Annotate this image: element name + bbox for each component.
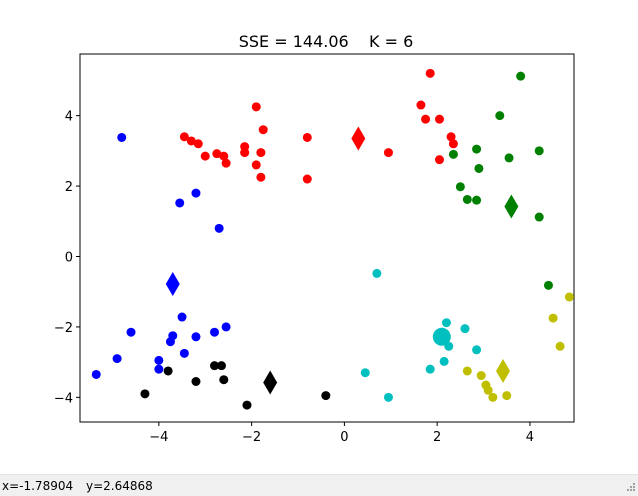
data-point (446, 132, 456, 142)
data-point (200, 151, 210, 161)
data-point (251, 160, 261, 170)
data-point (425, 68, 435, 78)
y-tick-label: 0 (65, 250, 73, 265)
data-point (240, 148, 250, 158)
data-point (564, 292, 574, 302)
data-point (193, 139, 203, 149)
x-tick-label: −4 (149, 430, 168, 445)
cluster-centroid (263, 370, 278, 395)
data-point (117, 132, 127, 142)
data-point (140, 389, 150, 399)
x-tick-label: −2 (242, 430, 261, 445)
data-point (425, 364, 435, 374)
data-point (434, 114, 444, 124)
y-tick-label: −4 (54, 391, 73, 406)
resize-grip-icon[interactable] (624, 482, 636, 494)
data-point (502, 391, 512, 401)
data-point (460, 324, 470, 334)
data-point (455, 182, 465, 192)
cluster-centroids (165, 126, 519, 395)
cursor-y-readout: y=2.64868 (86, 479, 153, 493)
data-point (476, 371, 486, 381)
data-point (439, 356, 449, 366)
data-point (462, 366, 472, 376)
data-point (165, 337, 175, 347)
y-tick-label: 4 (65, 110, 73, 125)
data-point (472, 345, 482, 355)
x-tick-label: 4 (526, 430, 534, 445)
data-point (219, 375, 229, 385)
data-point (112, 354, 122, 364)
data-point (251, 102, 261, 112)
data-point (472, 195, 482, 205)
data-point (372, 268, 382, 278)
data-point (504, 153, 514, 163)
data-point (219, 151, 229, 161)
y-tick-label: 2 (65, 180, 73, 195)
data-point (448, 139, 458, 149)
data-point (534, 212, 544, 222)
data-point (210, 361, 220, 371)
data-point (434, 155, 444, 165)
data-point (154, 364, 164, 374)
data-point (256, 172, 266, 182)
cluster-centroid (165, 271, 180, 296)
data-point (543, 280, 553, 290)
cluster-centroid (504, 194, 519, 219)
axis-ticks: −4 −2 0 2 4 −4 −2 0 2 4 (54, 110, 534, 445)
x-tick-label: 2 (433, 430, 441, 445)
x-tick-label: 0 (340, 430, 348, 445)
status-bar: x=-1.78904 y=2.64868 (0, 474, 638, 496)
data-point (210, 327, 220, 337)
scatter-chart: SSE = 144.06 K = 6 −4 −2 0 2 4 −4 −2 0 2 4 (54, 32, 575, 445)
data-point (163, 366, 173, 376)
data-point (416, 100, 426, 110)
cluster-centroid (432, 327, 451, 346)
data-point (258, 125, 268, 135)
data-point (421, 114, 431, 124)
data-point (495, 111, 505, 121)
data-point (216, 361, 226, 371)
data-point (383, 392, 393, 402)
data-points (91, 68, 574, 410)
data-point (191, 377, 201, 387)
data-point (191, 188, 201, 198)
data-point (321, 391, 331, 401)
data-point (179, 348, 189, 358)
data-point (154, 355, 164, 365)
data-point (472, 144, 482, 154)
data-point (221, 322, 231, 332)
data-point (221, 158, 231, 168)
data-point (516, 71, 526, 81)
data-point (191, 332, 201, 342)
data-point (214, 223, 224, 233)
data-point (462, 194, 472, 204)
data-point (256, 148, 266, 158)
data-point (302, 132, 312, 142)
data-point (212, 149, 222, 159)
data-point (441, 318, 451, 328)
cursor-x-readout: x=-1.78904 (2, 479, 74, 493)
data-point (177, 312, 187, 322)
data-point (383, 148, 393, 158)
data-point (302, 174, 312, 184)
cluster-centroid (496, 358, 511, 383)
y-tick-label: −2 (54, 321, 73, 336)
data-point (483, 385, 493, 395)
chart-title: SSE = 144.06 K = 6 (239, 32, 414, 51)
data-point (360, 368, 370, 378)
data-point (186, 136, 196, 146)
data-point (448, 149, 458, 159)
data-point (488, 392, 498, 402)
data-point (242, 400, 252, 410)
data-point (179, 132, 189, 142)
data-point (126, 327, 136, 337)
cluster-centroid (351, 126, 366, 151)
data-point (555, 341, 565, 351)
data-point (534, 146, 544, 156)
data-point (91, 369, 101, 379)
data-point (175, 198, 185, 208)
data-point (474, 163, 484, 173)
data-point (548, 313, 558, 323)
